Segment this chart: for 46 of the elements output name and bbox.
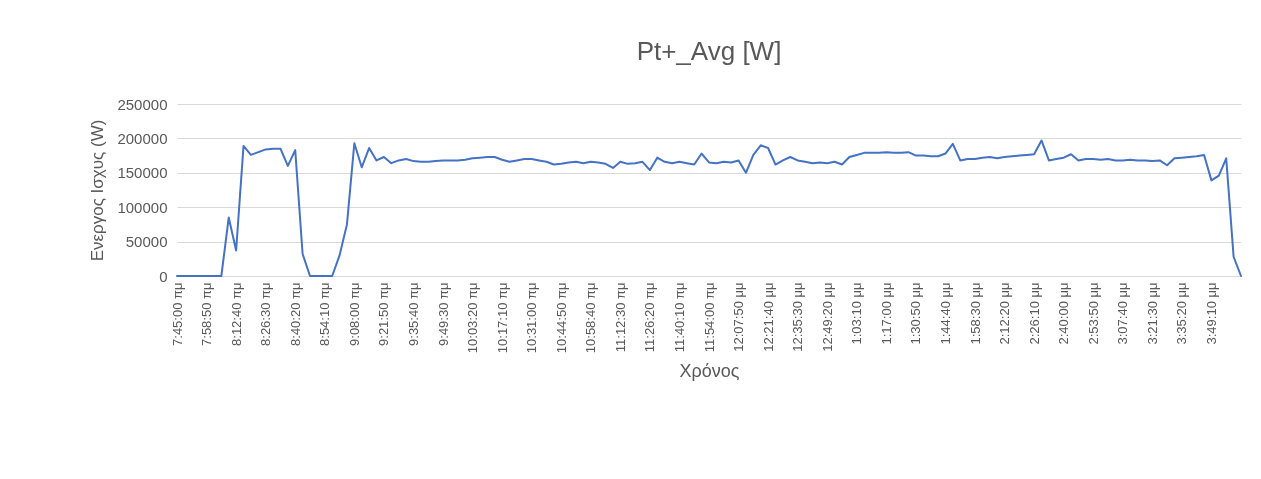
line-series xyxy=(176,139,1242,277)
y-tick-label: 50000 xyxy=(125,233,168,251)
x-tick-label: 8:40:20 πμ xyxy=(287,282,303,346)
x-tick-label: 12:35:30 μμ xyxy=(790,282,806,352)
y-tick-label: 0 xyxy=(159,267,168,285)
x-tick-label: 12:49:20 μμ xyxy=(819,282,835,352)
x-tick-label: 3:35:20 μμ xyxy=(1174,282,1190,345)
x-tick-label: 12:07:50 μμ xyxy=(731,282,747,352)
x-tick-label: 3:07:40 μμ xyxy=(1115,282,1131,345)
x-axis-title: Χρόνος xyxy=(679,361,740,382)
x-tick-label: 10:03:20 πμ xyxy=(465,282,481,354)
x-tick-label: 7:45:00 πμ xyxy=(169,282,185,346)
y-tick-label: 200000 xyxy=(117,129,168,147)
x-tick-label: 2:53:50 μμ xyxy=(1085,282,1101,345)
x-tick-label: 8:12:40 πμ xyxy=(228,282,244,346)
x-tick-label: 8:26:30 πμ xyxy=(258,282,274,346)
y-axis-title: Ενεργος Ισχυς (W) xyxy=(88,119,108,262)
x-tick-label: 11:12:30 πμ xyxy=(612,282,628,353)
x-tick-label: 9:21:50 πμ xyxy=(376,282,392,346)
y-tick-label: 250000 xyxy=(117,95,168,113)
x-tick-label: 1:58:30 μμ xyxy=(967,282,983,345)
x-tick-label: 1:03:10 μμ xyxy=(849,282,865,345)
x-tick-label: 3:21:30 μμ xyxy=(1144,282,1160,345)
x-tick-label: 1:30:50 μμ xyxy=(908,282,924,345)
x-tick-label: 9:49:30 πμ xyxy=(435,282,451,346)
x-tick-label: 10:31:00 πμ xyxy=(524,282,540,354)
x-tick-label: 11:54:00 πμ xyxy=(701,282,717,353)
x-tick-label: 9:35:40 πμ xyxy=(405,282,421,346)
chart-title: Pt+_Avg [W] xyxy=(636,36,782,66)
x-tick-label: 2:12:20 μμ xyxy=(997,282,1013,345)
y-tick-label: 100000 xyxy=(117,198,168,216)
x-tick-label: 7:58:50 πμ xyxy=(199,282,215,346)
x-tick-label: 3:49:10 μμ xyxy=(1203,282,1219,345)
x-tick-label: 1:17:00 μμ xyxy=(878,282,894,345)
x-tick-label: 10:17:10 πμ xyxy=(494,282,510,354)
x-tick-label: 1:44:40 μμ xyxy=(937,282,953,345)
x-tick-label: 8:54:10 πμ xyxy=(317,282,333,346)
x-tick-label: 10:44:50 πμ xyxy=(553,282,569,354)
y-tick-label: 150000 xyxy=(117,164,168,182)
x-tick-label: 9:08:00 πμ xyxy=(346,282,362,346)
x-tick-label: 2:26:10 μμ xyxy=(1026,282,1042,345)
x-tick-label: 2:40:00 μμ xyxy=(1056,282,1072,345)
x-tick-label: 12:21:40 μμ xyxy=(760,282,776,352)
x-tick-label: 10:58:40 πμ xyxy=(583,282,599,354)
x-tick-label: 11:40:10 πμ xyxy=(671,282,687,353)
x-tick-label: 11:26:20 πμ xyxy=(642,282,658,353)
